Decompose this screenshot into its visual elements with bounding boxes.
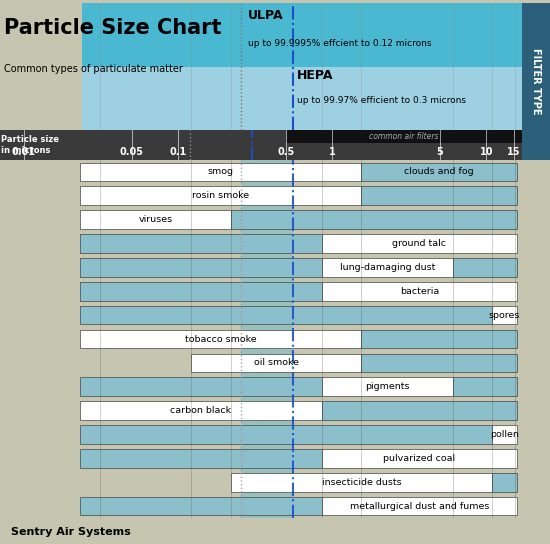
Bar	[80, 187, 361, 205]
Bar	[231, 211, 517, 229]
Bar	[80, 497, 322, 515]
Bar	[231, 473, 492, 492]
Bar	[80, 449, 322, 468]
Bar	[361, 163, 517, 181]
Text: Common types of particulate matter: Common types of particulate matter	[4, 64, 183, 74]
Text: clouds and fog: clouds and fog	[404, 168, 474, 176]
Text: metallurgical dust and fumes: metallurgical dust and fumes	[350, 502, 489, 511]
Text: pulvarized coal: pulvarized coal	[383, 454, 455, 463]
Bar	[80, 425, 492, 444]
Text: 10: 10	[480, 146, 493, 157]
Text: 1: 1	[329, 146, 336, 157]
Bar	[322, 378, 453, 396]
Text: bacteria: bacteria	[400, 287, 439, 296]
Bar	[322, 401, 517, 420]
Bar	[453, 258, 517, 277]
Text: Sentry Air Systems: Sentry Air Systems	[11, 528, 131, 537]
Bar	[492, 473, 517, 492]
Bar	[453, 378, 517, 396]
Bar	[361, 330, 517, 348]
Bar	[241, 160, 293, 518]
Bar	[80, 282, 322, 301]
Bar	[80, 306, 492, 324]
Bar	[361, 187, 517, 205]
Text: spores: spores	[488, 311, 520, 320]
Text: common air filters: common air filters	[369, 132, 439, 141]
Text: lung-damaging dust: lung-damaging dust	[340, 263, 435, 272]
Text: smog: smog	[208, 168, 234, 176]
Bar	[361, 354, 517, 372]
Text: rosin smoke: rosin smoke	[192, 191, 249, 200]
Bar	[80, 330, 361, 348]
Text: pollen: pollen	[490, 430, 519, 439]
Text: HEPA: HEPA	[297, 69, 333, 82]
Bar	[80, 3, 522, 66]
Text: 5: 5	[437, 146, 443, 157]
Bar	[80, 211, 231, 229]
Text: 0.5: 0.5	[277, 146, 294, 157]
Bar	[322, 497, 517, 515]
Text: 0.05: 0.05	[120, 146, 144, 157]
Bar	[80, 258, 322, 277]
Bar	[80, 378, 322, 396]
Text: FILTER TYPE: FILTER TYPE	[531, 48, 541, 115]
Bar	[286, 130, 522, 144]
Bar	[322, 282, 517, 301]
Text: pigments: pigments	[365, 382, 410, 391]
Text: ground talc: ground talc	[392, 239, 447, 248]
Bar	[80, 163, 361, 181]
Text: carbon black: carbon black	[170, 406, 232, 415]
Text: ULPA: ULPA	[248, 9, 283, 22]
Text: 0.1: 0.1	[169, 146, 186, 157]
Bar	[492, 425, 517, 444]
Bar	[80, 234, 322, 253]
Text: oil smoke: oil smoke	[254, 358, 299, 367]
Bar	[322, 449, 517, 468]
Bar	[322, 258, 453, 277]
Text: 0.01: 0.01	[12, 146, 36, 157]
Bar	[492, 306, 517, 324]
Text: up to 99.97% efficient to 0.3 microns: up to 99.97% efficient to 0.3 microns	[297, 96, 466, 104]
Text: 15: 15	[507, 146, 520, 157]
Text: up to 99.9995% effcient to 0.12 microns: up to 99.9995% effcient to 0.12 microns	[248, 39, 431, 47]
Bar	[322, 234, 517, 253]
Text: insecticide dusts: insecticide dusts	[322, 478, 401, 487]
Text: viruses: viruses	[139, 215, 173, 224]
Text: tobacco smoke: tobacco smoke	[185, 335, 256, 343]
Text: Particle Size Chart: Particle Size Chart	[4, 18, 222, 38]
Bar	[80, 401, 322, 420]
Text: Particle size
in microns: Particle size in microns	[1, 135, 59, 154]
Bar	[191, 354, 361, 372]
